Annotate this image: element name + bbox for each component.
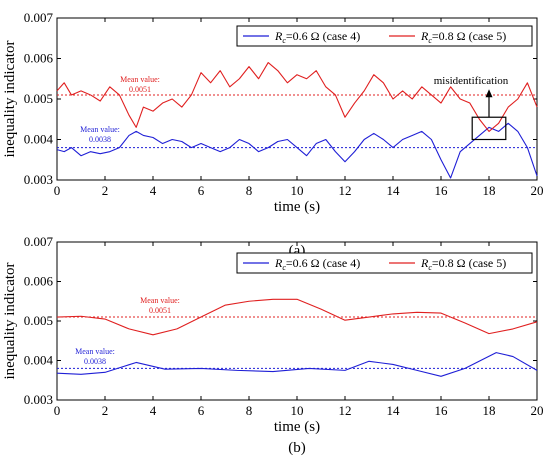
legend-entry: Rc=0.8 Ω (case 5) [420,256,506,272]
y-tick-label: 0.007 [24,234,54,249]
legend-subscript: c [428,36,432,45]
x-axis-label: time (s) [274,199,320,215]
panel-a: 0 2 4 6 8 10 12 14 16 18 20 0.003 0.004 0.005 0.006 0.0… [2,10,544,259]
x-tick-label: 16 [435,183,449,198]
x-tick-label: 16 [435,403,449,418]
legend-text: =0.6 Ω (case 4) [286,256,360,270]
mean-label-value: 0.0038 [84,357,106,366]
y-axis-label: inequality indicator [2,40,18,157]
x-tick-label: 2 [102,183,109,198]
legend-symbol: R [274,256,283,270]
annotation-arrow-head [485,89,493,98]
x-axis-label: time (s) [274,419,320,435]
mean-label-value: 0.0051 [129,85,151,94]
legend-box [236,252,533,274]
legend-text: =0.6 Ω (case 4) [286,29,360,43]
y-tick-label: 0.004 [24,353,54,368]
x-tick-label: 18 [483,403,496,418]
x-tick-label: 20 [531,183,544,198]
y-tick-label: 0.005 [24,313,53,328]
y-axis-label: inequality indicator [2,262,18,379]
series-line-case4 [56,352,538,377]
legend-entry: Rc=0.8 Ω (case 5) [420,29,506,45]
x-tick-label: 14 [387,183,401,198]
legend-subscript: c [282,263,286,272]
x-tick-label: 4 [150,183,157,198]
x-tick-label: 4 [150,403,157,418]
y-tick-label: 0.003 [24,392,53,407]
series-line-case5 [56,61,538,132]
y-tick-label: 0.006 [24,274,54,289]
x-tick-label: 8 [246,403,253,418]
series-line-case5 [56,298,538,336]
legend-entry: Rc=0.6 Ω (case 4) [274,29,360,45]
mean-label-title: Mean value: [80,125,120,134]
x-tick-label: 8 [246,183,253,198]
legend-subscript: c [282,36,286,45]
x-tick-label: 14 [387,403,401,418]
x-tick-label: 6 [198,183,205,198]
y-tick-label: 0.004 [24,132,54,147]
x-tick-label: 12 [339,403,352,418]
x-tick-label: 2 [102,403,109,418]
mean-label-value: 0.0051 [149,306,171,315]
y-tick-label: 0.003 [24,172,53,187]
legend-box [236,25,533,47]
legend-symbol: R [274,29,283,43]
x-tick-label: 6 [198,403,205,418]
x-tick-label: 10 [291,183,304,198]
x-tick-label: 18 [483,183,496,198]
x-tick-label: 0 [54,403,61,418]
legend-entry: Rc=0.6 Ω (case 4) [274,256,360,272]
y-tick-label: 0.005 [24,91,53,106]
x-tick-label: 0 [54,183,61,198]
legend: Rc=0.6 Ω (case 4) Rc=0.8 Ω (case 5) [236,252,533,274]
legend-symbol: R [420,256,429,270]
legend-text: =0.8 Ω (case 5) [432,29,506,43]
panel-label: (b) [288,440,306,456]
series-line-case4 [56,122,538,179]
mean-label-title: Mean value: [120,75,160,84]
x-tick-label: 20 [531,403,544,418]
mean-label-title: Mean value: [140,296,180,305]
x-tick-label: 12 [339,183,352,198]
annotation-label: misidentification [434,75,509,87]
panel-b: 0 2 4 6 8 10 12 14 16 18 20 0.003 0.004 0.005 0.006 0.0… [2,234,544,456]
x-tick-label: 10 [291,403,304,418]
legend-subscript: c [428,263,432,272]
mean-label-value: 0.0038 [89,135,111,144]
mean-label-title: Mean value: [75,347,115,356]
legend: Rc=0.6 Ω (case 4) Rc=0.8 Ω (case 5) [236,25,533,47]
legend-symbol: R [420,29,429,43]
y-tick-label: 0.006 [24,51,54,66]
y-tick-label: 0.007 [24,10,54,25]
legend-text: =0.8 Ω (case 5) [432,256,506,270]
